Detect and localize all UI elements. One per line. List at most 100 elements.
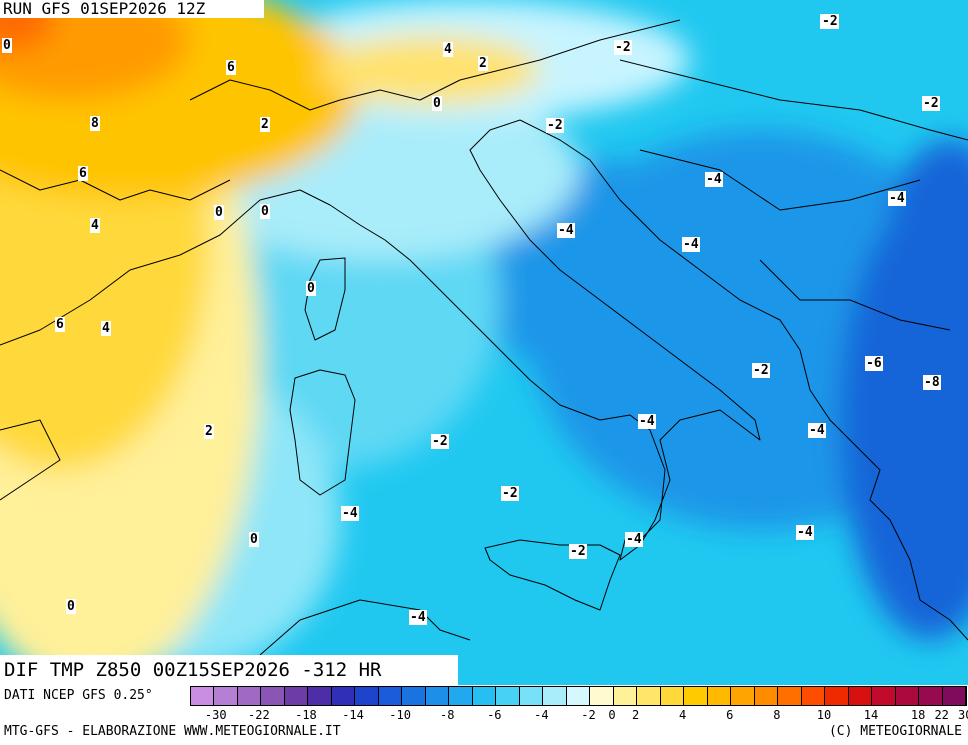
coastline-italy <box>259 119 761 561</box>
contour-label: 0 <box>66 599 76 614</box>
contour-label: 6 <box>55 317 65 332</box>
legend-tick-label: -14 <box>342 708 364 722</box>
contour-labels: 064286400420-2-2-2-2-4-4-4-40642-2-2-2-4… <box>2 14 941 625</box>
legend-swatch <box>778 687 802 705</box>
legend-swatch <box>519 687 544 705</box>
contour-label: -6 <box>865 356 883 371</box>
legend-swatch <box>566 687 591 705</box>
coastline-france <box>0 199 261 346</box>
legend-swatch <box>613 687 638 705</box>
legend-swatch <box>660 687 685 705</box>
legend-swatch <box>355 687 379 705</box>
coastline-greece-peninsula <box>889 519 968 641</box>
legend-tick-label: -30 <box>204 708 227 722</box>
warm-north-alps <box>320 35 540 105</box>
legend-tick-label: -6 <box>487 708 502 722</box>
contour-label: -2 <box>752 363 770 378</box>
contour-label: -4 <box>341 506 359 521</box>
border-spain <box>0 419 61 501</box>
legend-tick-label: -4 <box>534 708 549 722</box>
legend-tick-label: 8 <box>773 708 781 722</box>
legend-swatch <box>284 687 309 705</box>
contour-label: 6 <box>78 166 88 181</box>
cold-core-east <box>890 140 968 320</box>
contour-label: 2 <box>260 117 270 132</box>
contour-label: -8 <box>923 375 941 390</box>
legend-swatch <box>707 687 732 705</box>
legend-swatch <box>825 687 849 705</box>
legend-tick-label: -18 <box>295 708 317 722</box>
legend-tick-label: 10 <box>816 708 832 722</box>
legend-tick-label: -10 <box>389 708 411 722</box>
legend-swatch <box>402 687 426 705</box>
legend-tick-label: -22 <box>248 708 270 722</box>
data-source-label: DATI NCEP GFS 0.25° <box>0 686 153 706</box>
legend-swatch <box>543 687 567 705</box>
run-title: RUN GFS 01SEP2026 12Z <box>0 0 264 18</box>
temperature-anomaly-map <box>0 0 968 685</box>
border-france-inland <box>0 169 231 201</box>
contour-label: 0 <box>2 38 12 53</box>
contour-label: -4 <box>796 525 814 540</box>
border-balkans-1 <box>619 59 968 141</box>
contour-label: -2 <box>501 486 519 501</box>
contour-label: 8 <box>90 116 100 131</box>
legend-swatch <box>331 687 356 705</box>
contour-label: 0 <box>306 281 316 296</box>
contour-label: 4 <box>90 218 100 233</box>
legend-swatch <box>237 687 262 705</box>
contour-label: 4 <box>443 42 453 57</box>
contour-label: 6 <box>226 60 236 75</box>
border-balkans-2 <box>639 149 921 211</box>
contour-label: -2 <box>821 14 839 29</box>
contour-label: -2 <box>922 96 940 111</box>
legend-swatch <box>308 687 332 705</box>
coastline-balkans <box>519 119 891 521</box>
contour-label: 2 <box>204 424 214 439</box>
coastline-sardinia <box>289 369 356 496</box>
field-title: DIF TMP Z850 00Z15SEP2026 -312 HR <box>0 655 458 685</box>
legend-tick-label: -8 <box>439 708 455 722</box>
contour-label: -4 <box>625 532 643 547</box>
legend-swatch <box>214 687 238 705</box>
legend-tick-label: 2 <box>631 708 640 722</box>
legend-swatch <box>590 687 614 705</box>
border-balkans-3 <box>759 259 951 331</box>
legend-tick-label: 6 <box>726 708 734 722</box>
coastline-sicily <box>484 539 621 611</box>
contour-label: -4 <box>409 610 427 625</box>
legend-colorbar <box>190 686 967 706</box>
legend-swatch <box>261 687 285 705</box>
contour-label: -2 <box>569 544 587 559</box>
contour-label: -4 <box>888 191 906 206</box>
legend-swatch <box>848 687 873 705</box>
legend-swatch <box>637 687 661 705</box>
legend-tick-label: -2 <box>581 708 596 722</box>
contour-label: 0 <box>432 96 442 111</box>
legend-swatch <box>496 687 520 705</box>
contour-label: -4 <box>705 172 723 187</box>
legend-tick-label: 4 <box>679 708 687 722</box>
contour-label: 0 <box>249 532 259 547</box>
border-alps <box>189 19 681 111</box>
contour-label: 2 <box>478 56 488 71</box>
contour-label: -2 <box>546 118 564 133</box>
legend-swatch <box>895 687 920 705</box>
contour-label: -2 <box>614 40 632 55</box>
legend-swatch <box>942 687 966 705</box>
legend-swatch <box>378 687 403 705</box>
legend-tick-labels: -30 -22 -18 -14 -10 -8 -6 -4 -2 0 2 4 6 8 10 14 18 22 30 <box>190 707 968 723</box>
coastline-north-africa <box>259 599 471 656</box>
legend-tick-label: 14 <box>863 708 879 722</box>
legend-tick-label: 0 <box>608 708 616 722</box>
legend-tick-label: 30 <box>957 708 968 722</box>
legend-swatch <box>684 687 708 705</box>
contour-label: -4 <box>638 414 656 429</box>
legend-swatch <box>472 687 497 705</box>
legend-swatch <box>801 687 826 705</box>
legend-swatch <box>872 687 896 705</box>
legend-swatch <box>731 687 755 705</box>
legend-swatch <box>191 687 215 705</box>
footer-copyright: (C) METEOGIORNALE <box>828 724 962 739</box>
contour-label: 0 <box>260 204 270 219</box>
